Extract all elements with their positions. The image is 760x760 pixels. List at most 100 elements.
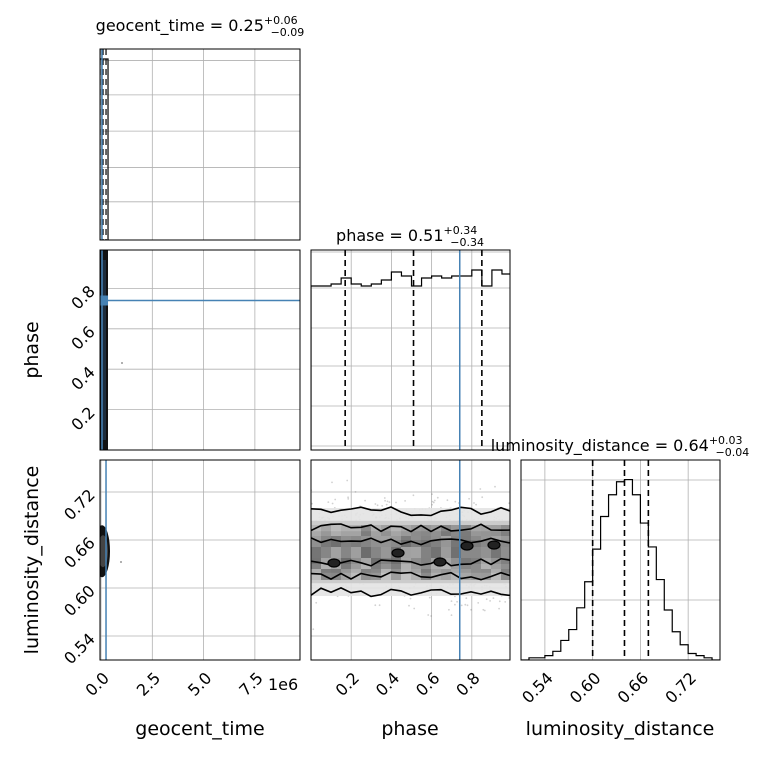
sample-point <box>431 503 433 506</box>
x-tick-label: 0.6 <box>412 668 443 699</box>
sample-point <box>468 497 470 500</box>
density-cell <box>371 525 381 536</box>
sample-point <box>431 500 434 503</box>
y-tick-label: 0.8 <box>67 282 98 313</box>
x-tick-label: 0.0 <box>81 668 112 699</box>
density-cell <box>341 525 351 536</box>
density-cell <box>391 558 401 569</box>
x-tick-label: 5.0 <box>184 668 215 699</box>
sample-point <box>331 502 334 505</box>
x-tick-label: 7.5 <box>235 668 266 699</box>
density-cell <box>451 569 461 580</box>
sample-point <box>454 603 456 606</box>
density-cell <box>361 536 371 547</box>
title-luminosity-distance: luminosity_distance = 0.64+0.03 −0.04 <box>491 434 750 459</box>
sample-point <box>448 608 450 611</box>
density-cell <box>321 569 331 580</box>
density-cell <box>351 547 361 558</box>
sample-point <box>470 608 472 611</box>
x-tick-label: 0.2 <box>332 668 363 699</box>
density-cell <box>461 525 471 536</box>
x-tick-label: 2.5 <box>133 668 164 699</box>
sample-point <box>384 499 386 502</box>
hist-luminosity-distance-content <box>521 460 720 660</box>
density-cell <box>451 547 461 558</box>
density-cell <box>341 569 351 580</box>
sample-point <box>385 503 388 506</box>
sample-point <box>364 499 366 502</box>
sample-point <box>436 496 439 499</box>
sample-point <box>427 614 430 616</box>
density-cell <box>491 558 501 569</box>
sample-point <box>454 500 457 503</box>
sample-point <box>498 600 501 603</box>
sample-point <box>347 496 349 499</box>
2d-geocent-time-luminosity-content <box>100 460 300 660</box>
sample-point <box>475 503 477 506</box>
panel-border <box>520 459 721 661</box>
density-cell <box>481 536 491 547</box>
sample-point <box>492 597 495 599</box>
hist-luminosity-distance <box>520 459 721 661</box>
density-cell <box>431 569 441 580</box>
density-cell <box>381 547 391 558</box>
density-cell <box>451 536 461 547</box>
contour-island <box>327 558 341 568</box>
x-tick-label: 0.66 <box>614 668 653 707</box>
density-cell <box>461 547 471 558</box>
sample-point <box>485 598 488 601</box>
density-cell <box>441 536 451 547</box>
contour-mid-top <box>311 523 510 533</box>
y-tick-label: 0.66 <box>60 533 99 572</box>
density-cell <box>311 536 321 547</box>
density-column-shade <box>101 260 106 440</box>
density-cell <box>371 569 381 580</box>
sample-point <box>479 488 482 490</box>
density-cell <box>481 525 491 536</box>
density-cell <box>421 547 431 558</box>
contour-mid-bottom <box>311 571 510 581</box>
sample-point <box>482 608 485 611</box>
density-cell <box>481 558 491 569</box>
hist-phase-content <box>311 250 510 450</box>
sample-point <box>383 497 386 499</box>
panel-border <box>310 459 511 661</box>
sample-point <box>431 493 433 496</box>
hist-geocent-time-content <box>100 49 300 240</box>
sample-point <box>409 597 412 600</box>
sample-point <box>504 601 507 603</box>
density-cell <box>331 569 341 580</box>
density-cell <box>441 547 451 558</box>
x-axis-label-geocent-time: geocent_time <box>135 718 264 740</box>
density-cell <box>331 525 341 536</box>
sample-point <box>460 604 463 607</box>
density-cell <box>471 525 481 536</box>
density-cell <box>411 525 421 536</box>
sample-point <box>473 502 475 504</box>
density-cell <box>471 558 481 569</box>
contour-outer-top <box>311 506 510 517</box>
sample-point <box>430 615 432 617</box>
sample-point <box>374 503 377 505</box>
density-cell <box>351 525 361 536</box>
panel-border <box>99 249 301 451</box>
contour-island <box>433 557 447 567</box>
sample-point <box>312 628 315 631</box>
sample-point <box>450 614 453 616</box>
sample-point <box>346 479 349 482</box>
sample-point <box>489 600 491 602</box>
y-tick-label: 0.60 <box>60 581 99 620</box>
2d-phase-luminosity-content <box>311 460 510 660</box>
density-cell <box>401 558 411 569</box>
density-cell <box>321 525 331 536</box>
sample-point <box>374 604 377 607</box>
density-cell <box>331 536 341 547</box>
sample-point <box>376 504 379 507</box>
sample-point <box>386 500 389 503</box>
y-axis-label-phase: phase <box>21 321 43 378</box>
density-cell <box>431 547 441 558</box>
hist-step-phase <box>311 269 510 450</box>
density-cell <box>381 525 391 536</box>
density-cell <box>501 547 510 558</box>
density-cell <box>401 536 411 547</box>
